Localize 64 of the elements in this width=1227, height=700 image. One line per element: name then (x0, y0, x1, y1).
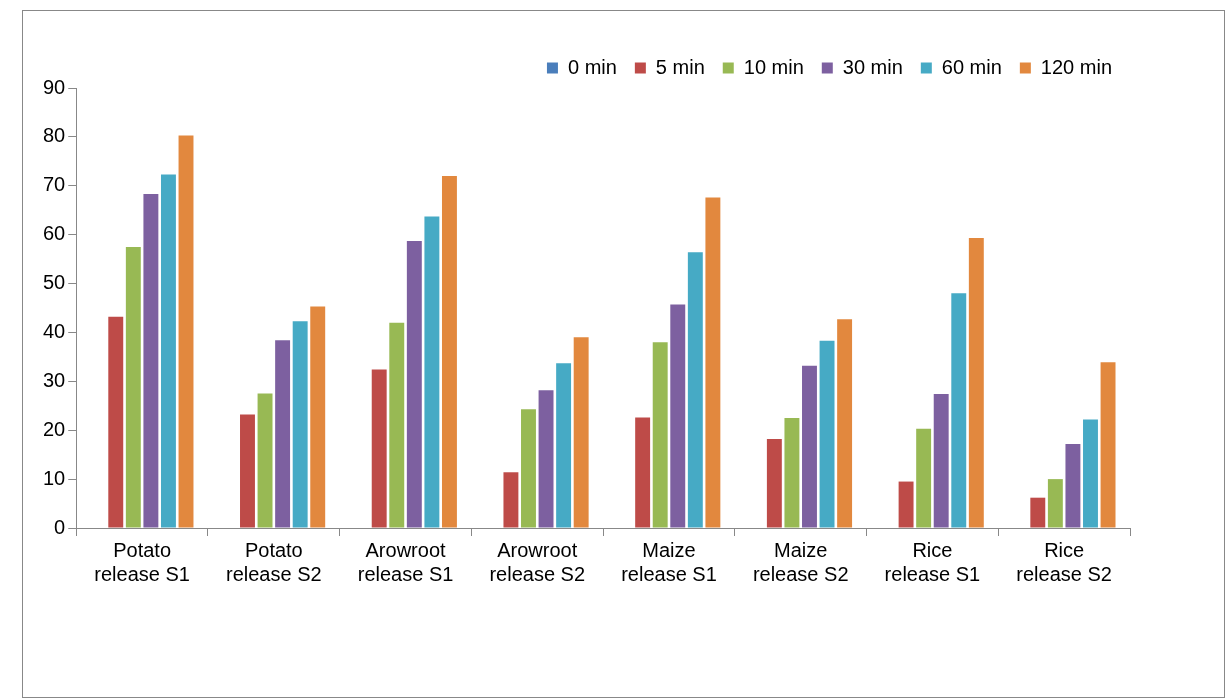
legend-label: 5 min (655, 55, 705, 78)
bar (310, 306, 326, 528)
x-tick-label: Potato release S1 (94, 538, 190, 585)
bar (371, 369, 387, 528)
legend-label: 120 min (1040, 55, 1112, 78)
bar (670, 304, 686, 528)
bar (389, 322, 405, 528)
bar (837, 319, 853, 528)
y-tick-label: 10 (43, 466, 66, 489)
x-tick-label: Arowroot release S1 (357, 538, 454, 585)
bar (933, 394, 949, 528)
bar (968, 238, 984, 528)
y-tick-label: 80 (43, 124, 66, 147)
y-tick-label: 50 (43, 271, 66, 294)
bar (178, 135, 194, 528)
legend-label: 0 min (567, 55, 617, 78)
legend-label: 10 min (743, 55, 804, 78)
bar (898, 481, 914, 528)
bar (556, 363, 572, 528)
bar (916, 428, 932, 528)
bar (652, 342, 668, 528)
bar (521, 409, 536, 528)
x-tick-label: Arowroot release S2 (489, 538, 586, 585)
y-tick-label: 70 (43, 173, 66, 196)
bar (240, 414, 255, 528)
y-tick-label: 0 (54, 515, 66, 538)
y-tick-label: 30 (43, 368, 66, 391)
x-tick-label: Maize release S2 (752, 538, 849, 585)
y-tick-label: 40 (43, 319, 66, 342)
y-tick-label: 60 (43, 222, 66, 245)
legend-label: 30 min (842, 55, 903, 78)
bar (784, 418, 800, 528)
bar (687, 252, 703, 528)
x-tick-label: Rice release S2 (1016, 538, 1112, 585)
bar (635, 417, 651, 528)
bar (503, 472, 519, 528)
bar (819, 340, 835, 528)
bar (1030, 497, 1046, 528)
bar (951, 293, 967, 528)
bar (1065, 443, 1081, 528)
bar (275, 340, 291, 528)
bar (1083, 419, 1098, 528)
bar (1100, 362, 1116, 528)
x-tick-label: Rice release S1 (884, 538, 981, 585)
bar (538, 390, 554, 528)
bar (292, 321, 308, 528)
bar (573, 337, 589, 528)
y-tick-label: 20 (43, 417, 66, 440)
y-tick-label: 90 (43, 75, 66, 98)
bar (441, 176, 457, 528)
bar (257, 393, 273, 528)
bar (705, 197, 721, 528)
bar (406, 241, 422, 528)
bar (108, 316, 124, 528)
bar (143, 194, 159, 528)
bar (766, 439, 782, 528)
x-tick-label: Maize release S1 (621, 538, 717, 585)
legend-label: 60 min (941, 55, 1002, 78)
bar (424, 216, 440, 528)
x-tick-label: Potato release S2 (226, 538, 322, 585)
bar (160, 174, 176, 528)
bar (125, 246, 141, 528)
bar (802, 365, 817, 528)
bar (1047, 479, 1063, 528)
